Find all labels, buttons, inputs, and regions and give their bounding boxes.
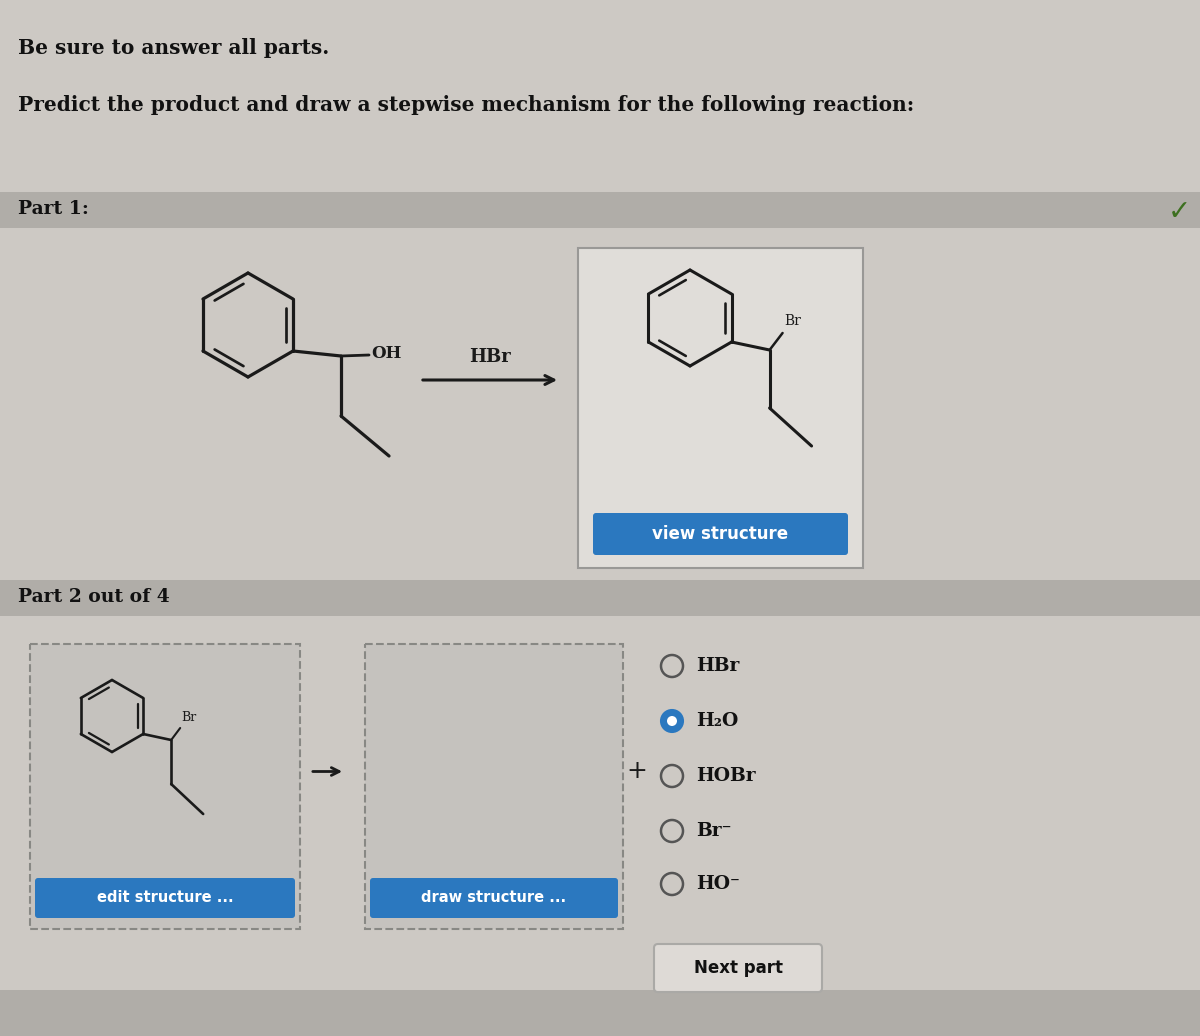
Text: Br: Br bbox=[785, 314, 802, 328]
Text: +: + bbox=[626, 759, 648, 783]
FancyBboxPatch shape bbox=[654, 944, 822, 992]
Text: view structure: view structure bbox=[653, 525, 788, 543]
Text: Br⁻: Br⁻ bbox=[696, 822, 732, 840]
Text: Br: Br bbox=[181, 711, 197, 724]
Text: Next part: Next part bbox=[694, 959, 782, 977]
Text: H₂O: H₂O bbox=[696, 712, 738, 730]
Text: Part 2 out of 4: Part 2 out of 4 bbox=[18, 588, 169, 606]
Text: edit structure ...: edit structure ... bbox=[97, 891, 233, 905]
Text: draw structure ...: draw structure ... bbox=[421, 891, 566, 905]
Bar bbox=[0, 616, 1200, 990]
FancyBboxPatch shape bbox=[370, 877, 618, 918]
Circle shape bbox=[661, 710, 683, 732]
Text: Predict the product and draw a stepwise mechanism for the following reaction:: Predict the product and draw a stepwise … bbox=[18, 95, 914, 115]
Bar bbox=[0, 192, 1200, 228]
Text: HOBr: HOBr bbox=[696, 767, 756, 785]
Bar bbox=[0, 990, 1200, 1036]
Text: Part 1:: Part 1: bbox=[18, 200, 89, 218]
Text: HBr: HBr bbox=[696, 657, 739, 675]
FancyBboxPatch shape bbox=[35, 877, 295, 918]
Circle shape bbox=[667, 716, 677, 726]
Bar bbox=[578, 248, 863, 568]
Text: Be sure to answer all parts.: Be sure to answer all parts. bbox=[18, 38, 329, 58]
Bar bbox=[0, 580, 1200, 616]
Text: ✓: ✓ bbox=[1168, 198, 1192, 226]
Text: HBr: HBr bbox=[469, 348, 511, 366]
Bar bbox=[0, 0, 1200, 192]
Text: HO⁻: HO⁻ bbox=[696, 875, 740, 893]
Text: OH: OH bbox=[371, 345, 402, 363]
FancyBboxPatch shape bbox=[593, 513, 848, 555]
FancyBboxPatch shape bbox=[30, 644, 300, 929]
Bar bbox=[0, 228, 1200, 580]
FancyBboxPatch shape bbox=[365, 644, 623, 929]
